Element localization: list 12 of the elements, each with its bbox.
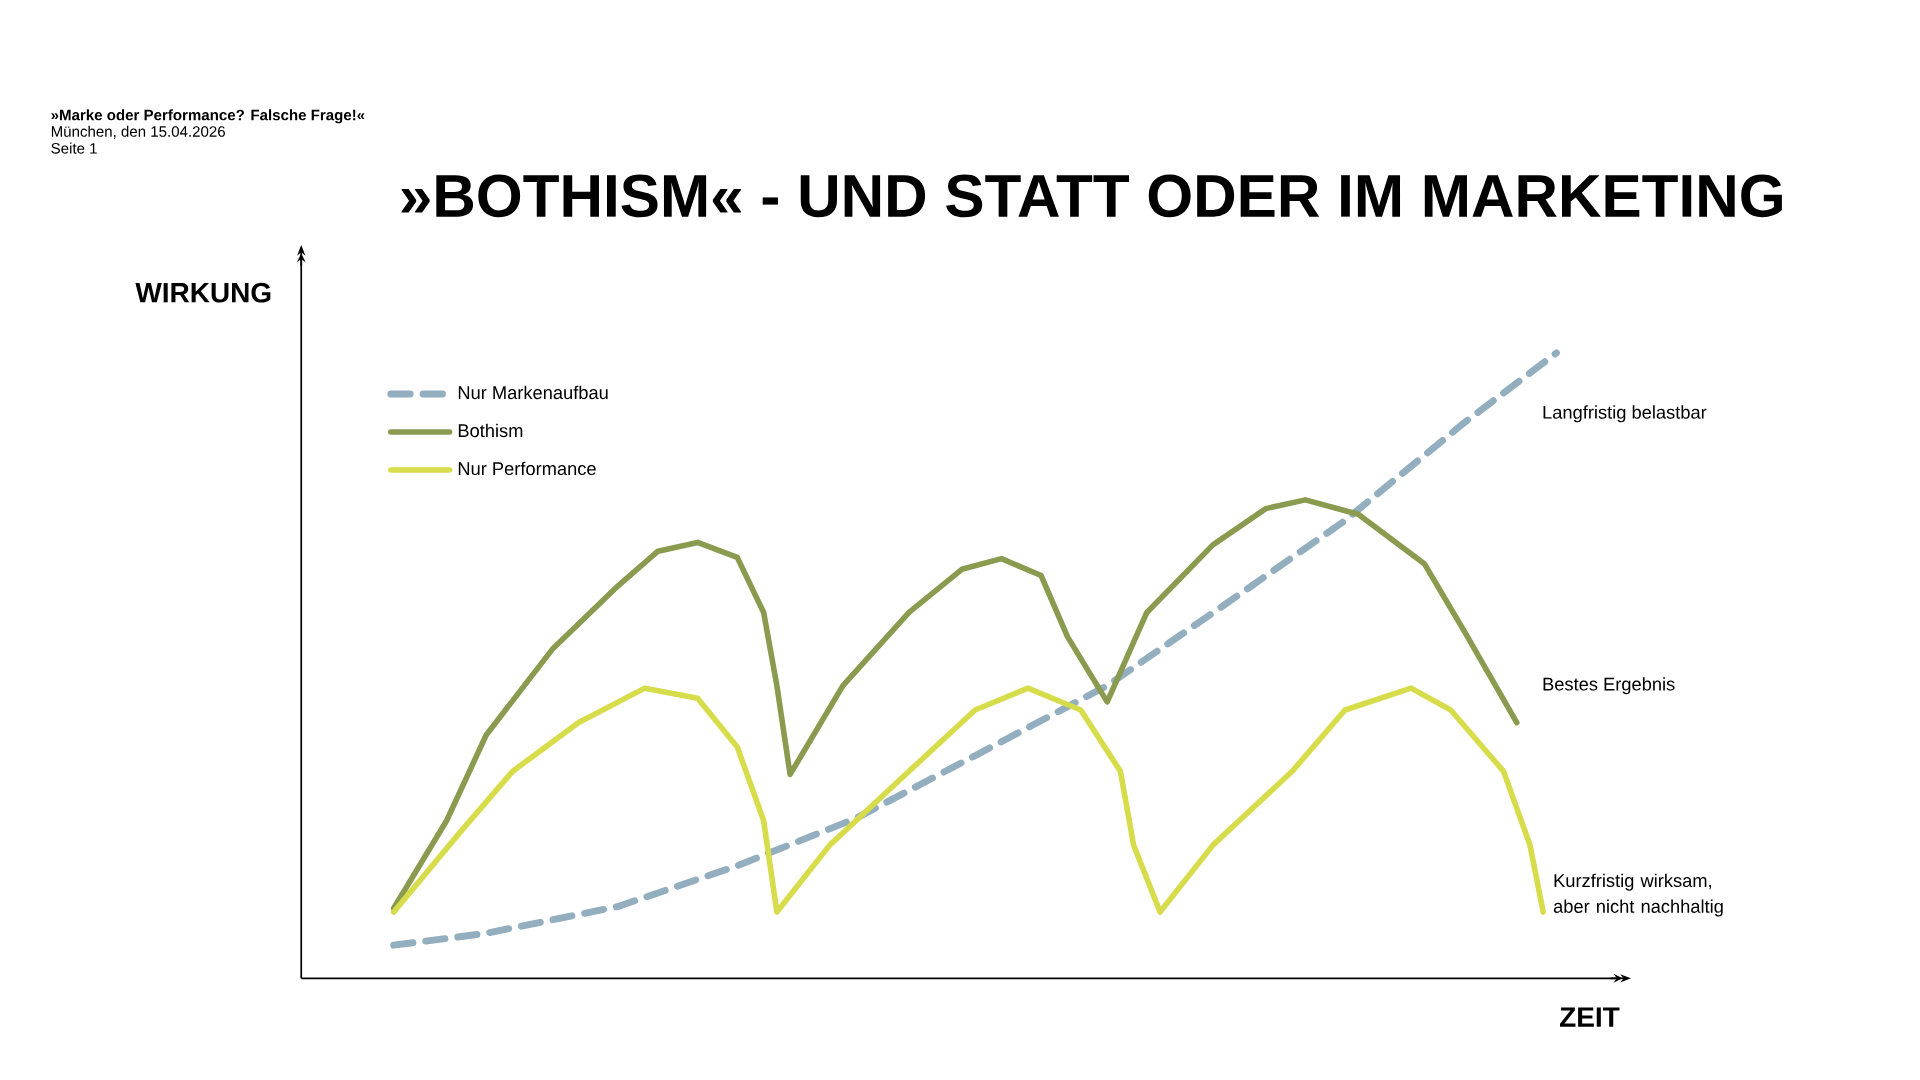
annotation: Langfristig belastbar [1543, 405, 1707, 423]
chart-title: »BOTHISM« - UND STATT ODER IM MARKETING [401, 174, 1782, 218]
text: Seite 1 [51, 142, 97, 154]
annotation: Kurzfristig wirksam, aber nicht nachhaltig [1553, 873, 1723, 917]
text: München, den 15.04.2026 [51, 125, 225, 139]
annotation: Bestes Ergebnis [1543, 677, 1675, 695]
text: »Marke oder Performance? Falsche Frage!« [51, 109, 365, 124]
legend-label: Bothism [458, 423, 523, 438]
legend-label: Nur Markenaufbau [458, 385, 608, 400]
legend-label: Nur Performance [458, 461, 596, 476]
y-axis-title: WIRKUNG [135, 282, 271, 303]
x-axis-title: ZEIT [1560, 1007, 1620, 1027]
